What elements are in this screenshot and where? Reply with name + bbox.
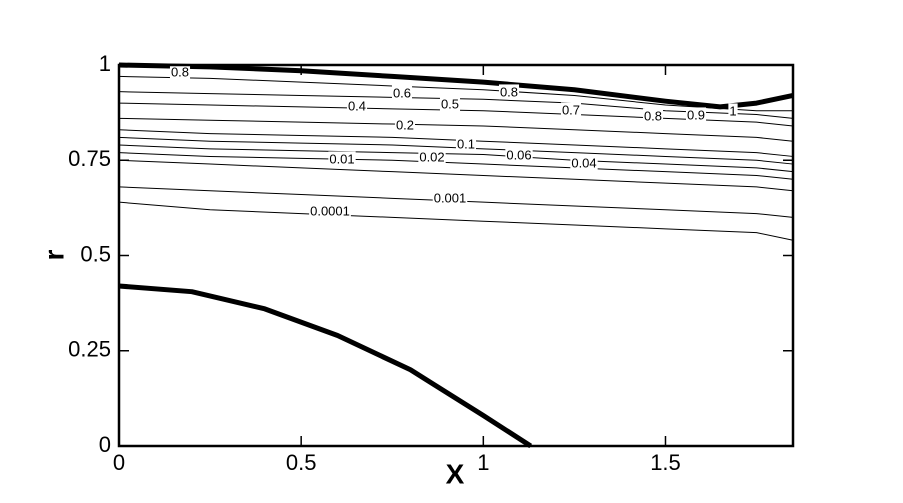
contour-line	[118, 136, 794, 165]
contour-label-bg	[642, 108, 664, 124]
contour-label-bg	[391, 85, 413, 101]
contour-label: 0.8	[500, 84, 518, 99]
contour-label-bg	[346, 98, 368, 114]
contour-line	[118, 159, 794, 192]
contour-label-bg	[455, 136, 477, 152]
contour-label-bg	[685, 107, 707, 123]
contour-label: 0.001	[434, 190, 467, 205]
y-tick-label: 1	[99, 51, 111, 76]
x-axis-label: X	[446, 458, 465, 489]
y-tick-label: 0.25	[68, 337, 111, 362]
contour-label-bg	[560, 102, 582, 118]
contour-label: 0.04	[571, 155, 596, 170]
contour-line	[118, 152, 794, 180]
contour-label-bg	[309, 203, 351, 219]
y-axis-label: r	[38, 249, 69, 260]
y-tick-label: 0	[99, 432, 111, 457]
contour-label: 0.0001	[310, 203, 350, 218]
contour-label: 0.8	[171, 64, 189, 79]
y-tick-label: 0.75	[68, 146, 111, 171]
contour-line	[118, 102, 794, 127]
contour-line	[118, 117, 794, 142]
contour-label: 0.06	[506, 147, 531, 162]
contour-label-bg	[570, 155, 598, 171]
contour-label: 0.2	[396, 117, 414, 132]
contour-label: 1	[729, 103, 736, 118]
x-tick-label: 1	[477, 450, 489, 475]
plot-frame	[117, 63, 795, 448]
contour-label-bg	[505, 147, 533, 163]
contour-line	[118, 201, 794, 241]
contour-label: 0.01	[329, 151, 354, 166]
contour-label-bg	[728, 103, 738, 119]
contour-label: 0.9	[687, 107, 705, 122]
contour-label: 0.7	[562, 102, 580, 117]
contour-label-bg	[418, 149, 446, 165]
contour-line	[118, 186, 794, 218]
contour-label: 0.8	[644, 108, 662, 123]
contour-line	[118, 144, 794, 173]
contour-label: 0.4	[348, 98, 366, 113]
y-tick-label: 0.5	[80, 241, 111, 266]
contour-label: 0.5	[441, 96, 459, 111]
contour-label: 0.1	[457, 136, 475, 151]
contour-line	[118, 91, 794, 119]
x-tick-label: 0.5	[286, 450, 317, 475]
contour-label: 0.02	[419, 149, 444, 164]
boundary	[118, 62, 794, 110]
contour-line	[118, 129, 794, 157]
contour-label-bg	[432, 190, 468, 206]
contour-label-bg	[169, 64, 191, 80]
boundary	[118, 283, 533, 449]
contour-label-bg	[328, 151, 356, 167]
x-tick-label: 0	[113, 450, 125, 475]
contour-label: 0.6	[393, 85, 411, 100]
contour-line	[118, 75, 793, 112]
contour-label-bg	[394, 117, 416, 133]
contour-label-bg	[439, 96, 461, 112]
x-tick-label: 1.5	[650, 450, 681, 475]
contour-label-bg	[498, 84, 520, 100]
